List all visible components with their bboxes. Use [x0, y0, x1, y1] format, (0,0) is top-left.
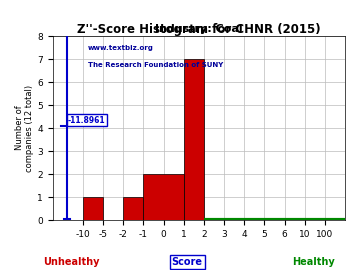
Text: Healthy: Healthy — [292, 257, 335, 267]
Bar — [184, 59, 204, 220]
Text: -11.8961: -11.8961 — [68, 116, 105, 125]
Title: Z''-Score Histogram for CHNR (2015): Z''-Score Histogram for CHNR (2015) — [77, 23, 321, 36]
Text: Score: Score — [172, 257, 203, 267]
Text: Industry: Coal: Industry: Coal — [155, 24, 243, 34]
Text: The Research Foundation of SUNY: The Research Foundation of SUNY — [88, 62, 223, 68]
Text: www.textbiz.org: www.textbiz.org — [88, 45, 154, 51]
Bar — [143, 174, 184, 220]
Y-axis label: Number of
companies (12 total): Number of companies (12 total) — [15, 85, 35, 172]
Bar — [83, 197, 103, 220]
Text: Unhealthy: Unhealthy — [43, 257, 100, 267]
Bar — [123, 197, 143, 220]
